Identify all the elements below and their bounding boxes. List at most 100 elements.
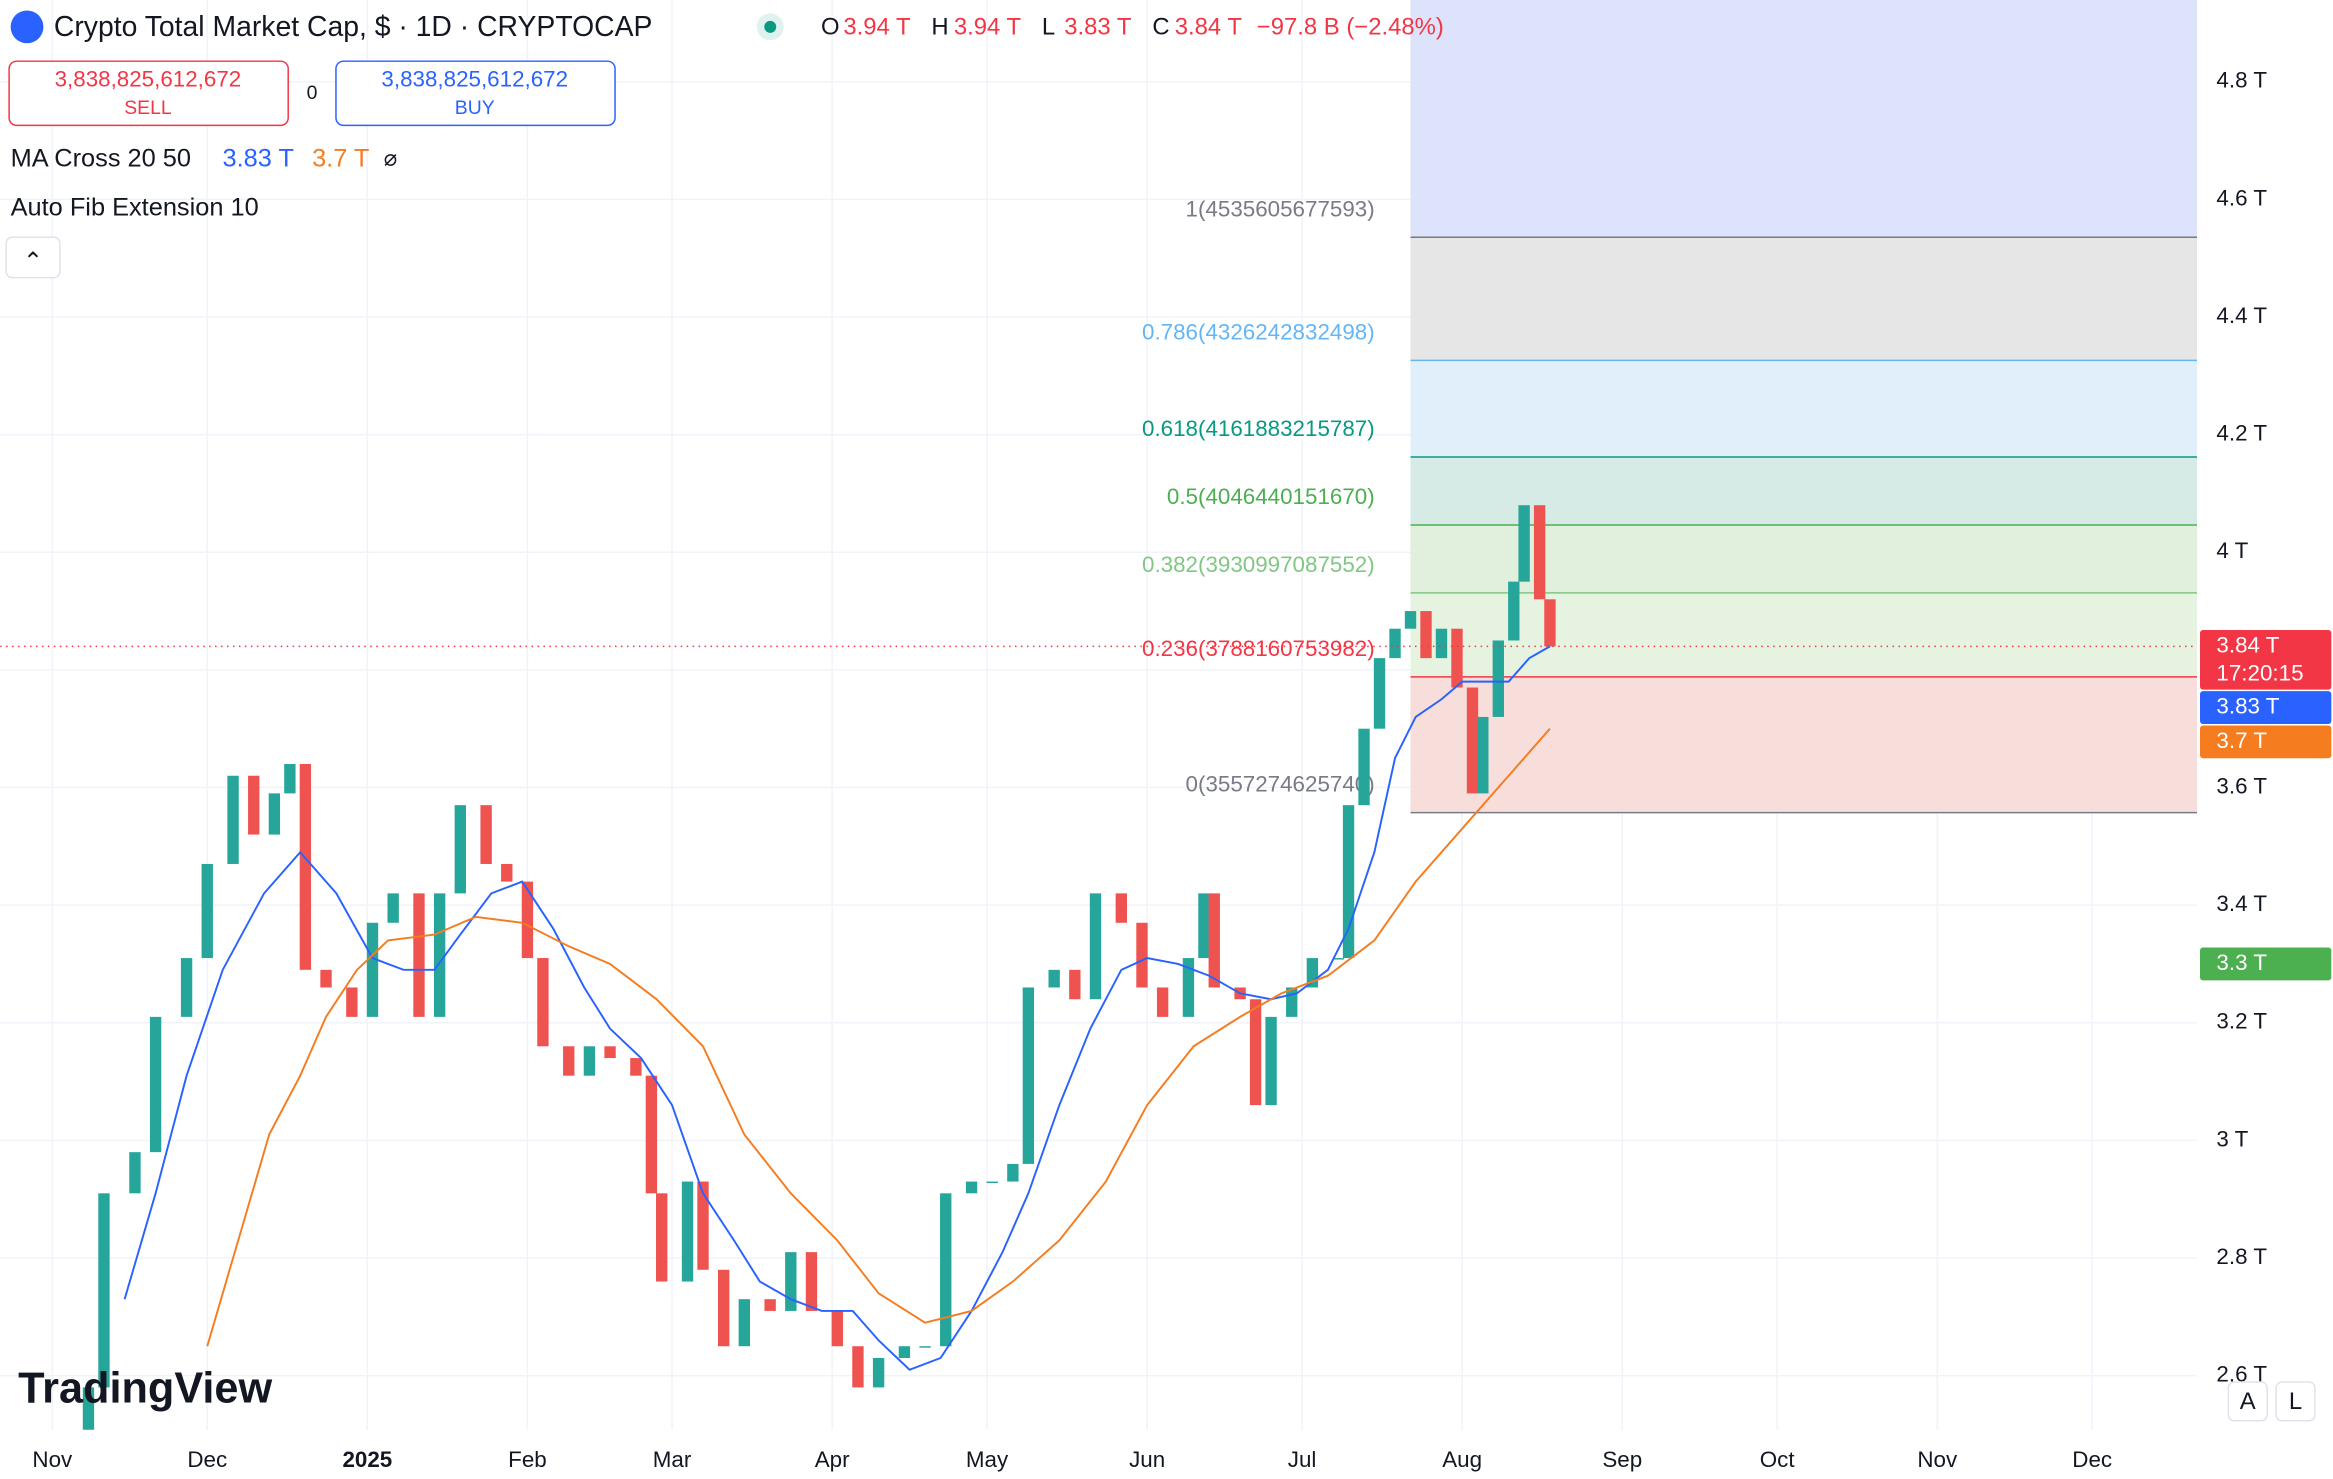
candle [1332,958,1344,960]
price-badge [2200,629,2332,690]
y-tick-label: 4.6 T [2216,185,2267,210]
buy-button[interactable] [335,60,616,127]
candle [1286,987,1298,1017]
y-tick-label: 4.2 T [2216,421,2267,446]
fib-zone [1410,237,2198,361]
candle [898,1346,911,1358]
x-tick-label: Nov [1917,1447,1958,1472]
x-tick-label: Dec [187,1447,227,1472]
ohlc-key: H [931,14,948,41]
x-tick-label: 2025 [342,1447,392,1472]
candle [831,1310,843,1347]
y-tick-label: 3 T [2216,1126,2248,1151]
scale-button[interactable] [2227,1381,2268,1422]
candle [320,969,332,988]
x-tick-label: Jun [1129,1447,1165,1472]
price-badge [2200,691,2332,724]
candle [986,1181,998,1184]
candle [852,1346,864,1388]
symbol-icon [10,10,44,44]
x-tick-label: Sep [1602,1447,1642,1472]
x-tick-label: Nov [32,1447,73,1472]
scale-button[interactable] [2275,1381,2316,1422]
ohlc: O 3.94 T H 3.94 T L 3.83 T C 3.84 T −97.8 B (−2.… [821,14,1444,41]
fib-zone [1410,360,2198,458]
candle [1389,628,1401,659]
candle [480,805,492,864]
candle [940,1193,952,1347]
candle [1342,805,1355,959]
candle [248,775,260,835]
fib-label: 0.786(4326242832498) [1142,319,1375,344]
candle [1306,958,1319,988]
candle [98,1193,110,1388]
candle [537,958,549,1047]
axes: 2.6 T2.8 T3 T3.2 T3.4 T3.6 T3.8 T4 T4.2 … [32,68,2332,1472]
y-tick-label: 3.4 T [2216,891,2267,916]
ohlc-value: 3.94 T [954,14,1022,41]
y-tick-label: 4.4 T [2216,303,2267,328]
fib-label: 0.5(4046440151670) [1167,484,1375,509]
candle [785,1252,797,1311]
candle [299,763,312,970]
candle [1115,893,1127,923]
ohlc-value: 3.83 T [1064,14,1132,41]
change: −97.8 B (−2.48%) [1257,14,1444,41]
candle [919,1346,931,1348]
candle [521,881,534,959]
x-tick-label: Aug [1442,1447,1482,1472]
candle [764,1299,776,1311]
candle [387,893,399,923]
candle [1435,628,1448,659]
candle [656,1193,668,1282]
ma-line [123,645,1551,1371]
candle [1249,999,1262,1106]
collapse-button[interactable] [5,236,61,279]
status-dot [764,20,777,33]
indicator-icon[interactable]: ⌀ [384,146,397,171]
price-badge-label: 3.83 T [2216,693,2279,718]
fib-label: 1(4535605677593) [1186,196,1375,221]
watermark: TradingView [18,1364,272,1412]
candle [1404,611,1417,629]
candle [346,987,358,1017]
candle [1048,969,1060,988]
x-tick-label: Jul [1288,1447,1317,1472]
plot [0,505,2198,1430]
ohlc-key: L [1042,14,1055,41]
ohlc-value: 3.84 T [1175,14,1243,41]
price-badge-timer: 17:20:15 [2216,661,2303,686]
fib-zone [1410,0,2198,238]
y-tick-label: 2.8 T [2216,1244,2267,1269]
candle [1518,505,1530,582]
candle [1533,505,1546,600]
candle [227,775,239,864]
candle [149,1016,162,1153]
candle [563,1046,575,1076]
candle [1544,599,1556,647]
sell-button[interactable] [8,60,289,127]
ma-line [206,728,1551,1347]
candle [366,922,379,1017]
candle [1182,958,1195,1017]
candle [1198,893,1210,959]
candle [1156,987,1169,1017]
candle [413,893,425,1017]
candle [1451,628,1463,688]
ohlc-key: C [1152,14,1169,41]
candle [180,958,193,1017]
candle [1508,581,1520,641]
x-tick-label: Oct [1760,1447,1796,1472]
y-tick-label: 4 T [2216,538,2248,563]
price-badge-label: 3.84 T [2216,632,2279,657]
x-tick-label: Apr [815,1447,850,1472]
x-tick-label: May [966,1447,1009,1472]
fib-zone [1410,676,2198,813]
indicator-value: 3.7 T [312,144,369,172]
buy-price: 3,838,825,612,672 [381,66,568,91]
candle [630,1058,642,1076]
candle [645,1075,658,1194]
fib-label: 0.236(3788160753982) [1142,636,1375,661]
chart-title: Crypto Total Market Cap, $ · 1D · CRYPTO… [54,11,653,43]
